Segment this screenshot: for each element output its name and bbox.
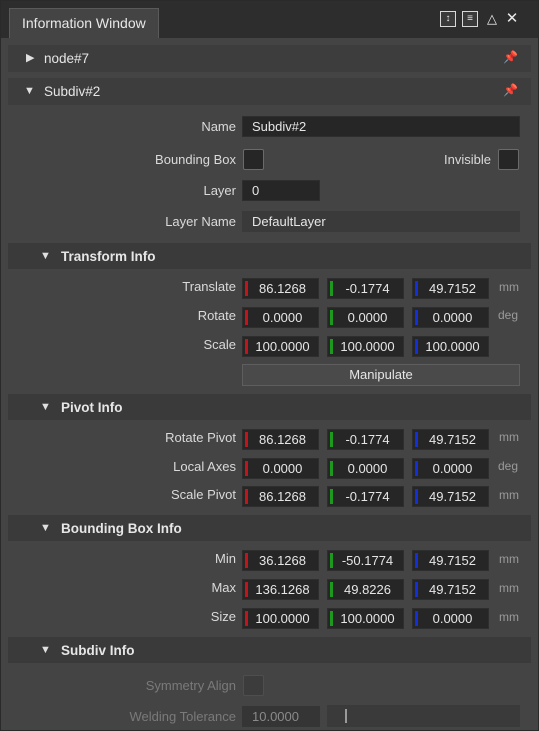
max-z-field[interactable]: 49.7152 (412, 579, 489, 600)
min-label: Min (215, 551, 236, 566)
list-icon[interactable]: ≡ (462, 11, 478, 27)
scale-pivot-x-field[interactable]: 86.1268 (242, 486, 319, 507)
symmetry-align-checkbox[interactable] (243, 675, 264, 696)
max-x-field[interactable]: 136.1268 (242, 579, 319, 600)
scale-pivot-label: Scale Pivot (170, 487, 236, 502)
scale-pivot-z-field[interactable]: 49.7152 (412, 486, 489, 507)
invisible-label: Invisible (444, 152, 491, 167)
translate-x-field[interactable]: 86.1268 (242, 278, 319, 299)
subdiv-section-header[interactable]: ▼ Subdiv#2 📌 (8, 78, 531, 105)
welding-tolerance-label: Welding Tolerance (129, 709, 236, 724)
scale-pivot-y-field[interactable]: -0.1774 (327, 486, 404, 507)
name-field[interactable]: Subdiv#2 (242, 116, 520, 137)
scale-x-field[interactable]: 100.0000 (242, 336, 319, 357)
max-y-field[interactable]: 49.8226 (327, 579, 404, 600)
collapse-down-icon[interactable]: ▼ (40, 250, 51, 262)
bounding-box-label: Bounding Box (155, 152, 236, 167)
pivot-info-title: Pivot Info (61, 400, 123, 415)
scale-y-field[interactable]: 100.0000 (327, 336, 404, 357)
local-axes-unit: deg (498, 459, 519, 473)
bounding-box-info-header[interactable]: ▼ Bounding Box Info (8, 515, 531, 541)
rotate-pivot-label: Rotate Pivot (165, 430, 236, 445)
size-y-field[interactable]: 100.0000 (327, 608, 404, 629)
collapse-down-icon[interactable]: ▼ (40, 401, 51, 413)
local-axes-y-field[interactable]: 0.0000 (327, 458, 404, 479)
scale-pivot-unit: mm (499, 488, 519, 502)
node-title: node#7 (44, 51, 90, 66)
local-axes-x-field[interactable]: 0.0000 (242, 458, 319, 479)
collapse-up-icon[interactable]: △ (487, 11, 497, 26)
rotate-pivot-unit: mm (499, 430, 519, 444)
max-unit: mm (499, 581, 519, 595)
translate-unit: mm (499, 280, 519, 294)
collapse-down-icon[interactable]: ▼ (40, 522, 51, 534)
bounding-box-info-title: Bounding Box Info (61, 521, 182, 536)
manipulate-button[interactable]: Manipulate (242, 364, 520, 386)
pin-icon[interactable]: 📌 (503, 83, 518, 97)
scale-z-field[interactable]: 100.0000 (412, 336, 489, 357)
rotate-x-field[interactable]: 0.0000 (242, 307, 319, 328)
slider-thumb[interactable] (345, 709, 347, 723)
rotate-label: Rotate (197, 308, 236, 323)
subdiv-info-title: Subdiv Info (61, 643, 135, 658)
collapse-down-icon[interactable]: ▼ (24, 85, 35, 97)
rotate-pivot-y-field[interactable]: -0.1774 (327, 429, 404, 450)
rotate-z-field[interactable]: 0.0000 (412, 307, 489, 328)
expand-right-icon[interactable]: ▶ (26, 52, 35, 64)
min-y-field[interactable]: -50.1774 (327, 550, 404, 571)
transform-info-header[interactable]: ▼ Transform Info (8, 243, 531, 269)
welding-tolerance-field[interactable]: 10.0000 (242, 706, 320, 727)
close-icon[interactable]: ✕ (505, 10, 519, 27)
subdiv-info-header[interactable]: ▼ Subdiv Info (8, 637, 531, 663)
min-z-field[interactable]: 49.7152 (412, 550, 489, 571)
subdiv-title: Subdiv#2 (44, 84, 101, 99)
node-section-header[interactable]: ▶ node#7 📌 (8, 45, 531, 72)
layer-name-field: DefaultLayer (242, 211, 520, 232)
bounding-box-checkbox[interactable] (243, 149, 264, 170)
symmetry-align-label: Symmetry Align (145, 678, 236, 693)
invisible-checkbox[interactable] (498, 149, 519, 170)
min-unit: mm (499, 552, 519, 566)
max-label: Max (211, 580, 236, 595)
local-axes-z-field[interactable]: 0.0000 (412, 458, 489, 479)
tab-information-window[interactable]: Information Window (9, 8, 159, 38)
layer-name-label: Layer Name (165, 214, 236, 229)
transform-info-title: Transform Info (61, 249, 156, 264)
tab-bar: Information Window ↕ ≡ △ ✕ (1, 1, 538, 38)
name-label: Name (201, 119, 236, 134)
translate-y-field[interactable]: -0.1774 (327, 278, 404, 299)
rotate-unit: deg (498, 308, 519, 322)
pin-icon[interactable]: 📌 (503, 50, 518, 64)
size-unit: mm (499, 610, 519, 624)
size-x-field[interactable]: 100.0000 (242, 608, 319, 629)
scale-label: Scale (203, 337, 236, 352)
sort-icon[interactable]: ↕ (440, 11, 456, 27)
pivot-info-header[interactable]: ▼ Pivot Info (8, 394, 531, 420)
translate-label: Translate (182, 279, 236, 294)
welding-tolerance-slider[interactable] (327, 705, 520, 727)
collapse-down-icon[interactable]: ▼ (40, 644, 51, 656)
layer-field[interactable]: 0 (242, 180, 320, 201)
min-x-field[interactable]: 36.1268 (242, 550, 319, 571)
rotate-pivot-x-field[interactable]: 86.1268 (242, 429, 319, 450)
local-axes-label: Local Axes (173, 459, 236, 474)
size-label: Size (210, 609, 236, 624)
size-z-field[interactable]: 0.0000 (412, 608, 489, 629)
rotate-pivot-z-field[interactable]: 49.7152 (412, 429, 489, 450)
translate-z-field[interactable]: 49.7152 (412, 278, 489, 299)
rotate-y-field[interactable]: 0.0000 (327, 307, 404, 328)
layer-label: Layer (203, 183, 236, 198)
